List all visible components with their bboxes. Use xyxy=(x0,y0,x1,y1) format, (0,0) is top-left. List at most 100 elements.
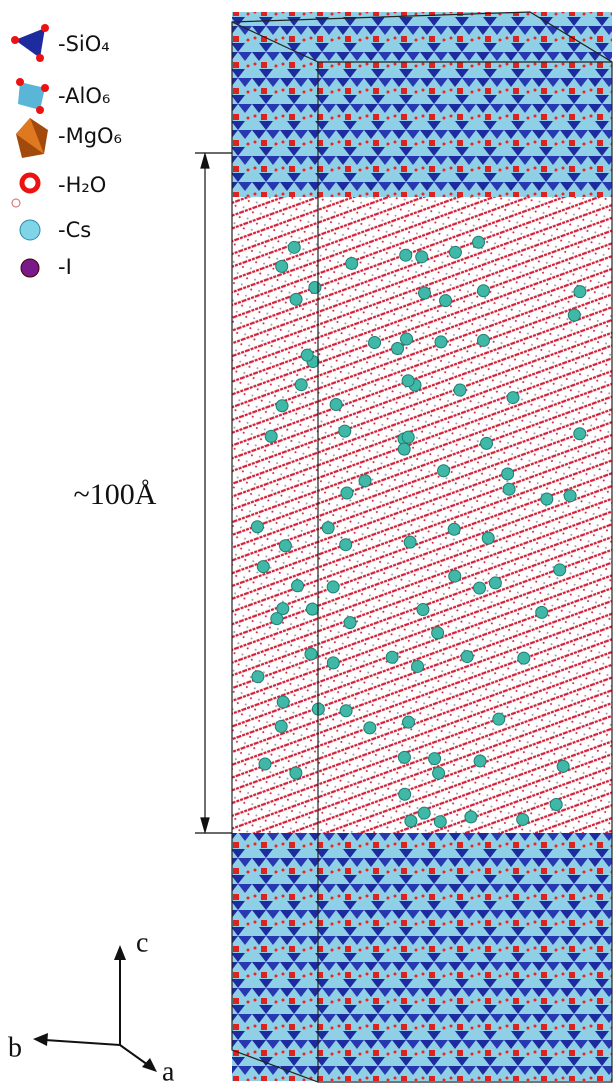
sphere xyxy=(250,520,264,534)
sphere xyxy=(270,612,284,626)
sphere xyxy=(404,814,418,828)
sphere xyxy=(417,806,431,820)
sphere xyxy=(403,535,417,549)
structure xyxy=(231,11,613,1083)
sphere xyxy=(400,332,414,346)
sphere xyxy=(289,292,303,306)
sphere xyxy=(553,563,567,577)
legend-label: -SiO₄ xyxy=(58,32,110,56)
sphere xyxy=(401,430,415,444)
sphere xyxy=(411,659,425,673)
sphere xyxy=(329,398,343,412)
axes-arrows xyxy=(33,945,157,1072)
sphere xyxy=(437,464,451,478)
sphere xyxy=(416,603,430,617)
sphere xyxy=(573,427,587,441)
sphere xyxy=(339,538,353,552)
sphere xyxy=(501,467,515,481)
sphere xyxy=(264,429,278,443)
sphere xyxy=(258,757,272,771)
sphere xyxy=(398,787,412,801)
sphere xyxy=(549,797,563,811)
legend-label: -I xyxy=(58,255,72,279)
dimension-label: ~100Å xyxy=(74,478,157,511)
sphere xyxy=(418,286,432,300)
legend-label: -AlO₆ xyxy=(58,84,110,108)
sphere xyxy=(502,482,516,496)
legend-label: -MgO₆ xyxy=(58,124,122,148)
sphere xyxy=(363,721,377,735)
axis-label: b xyxy=(8,1032,22,1063)
axis-label: c xyxy=(136,927,148,958)
sphere xyxy=(326,656,340,670)
sphere xyxy=(391,342,405,356)
sphere xyxy=(275,259,289,273)
sphere xyxy=(431,626,445,640)
sphere xyxy=(453,383,467,397)
sphere xyxy=(492,712,506,726)
sphere xyxy=(464,810,478,824)
sphere xyxy=(399,248,413,262)
sphere xyxy=(340,486,354,500)
sphere xyxy=(516,812,530,826)
sphere xyxy=(573,285,587,299)
sphere xyxy=(481,531,495,545)
sphere xyxy=(460,650,474,664)
sphere xyxy=(338,424,352,438)
sphere xyxy=(326,580,340,594)
sphere xyxy=(472,235,486,249)
sphere xyxy=(368,336,382,350)
sphere xyxy=(473,581,487,595)
sphere xyxy=(343,616,357,630)
axis-label: a xyxy=(162,1056,175,1086)
sphere xyxy=(428,752,442,766)
sphere xyxy=(480,436,494,450)
sphere xyxy=(488,576,502,590)
sphere xyxy=(305,602,319,616)
sphere xyxy=(289,766,303,780)
sphere xyxy=(275,399,289,413)
sphere xyxy=(415,250,429,264)
sphere xyxy=(300,348,314,362)
sphere xyxy=(448,569,462,583)
sphere xyxy=(276,695,290,709)
sphere xyxy=(506,391,520,405)
sphere xyxy=(278,539,292,553)
sphere xyxy=(439,294,453,308)
legend-icons xyxy=(11,24,49,278)
sphere xyxy=(345,256,359,270)
sphere xyxy=(447,522,461,536)
dimension xyxy=(195,151,232,835)
sphere xyxy=(401,374,415,388)
sphere xyxy=(251,670,265,684)
sphere xyxy=(567,308,581,322)
sphere xyxy=(448,245,462,259)
sphere xyxy=(308,281,322,295)
sphere xyxy=(434,335,448,349)
sphere xyxy=(294,378,308,392)
sphere xyxy=(321,521,335,535)
sphere xyxy=(540,492,554,506)
sphere xyxy=(433,815,447,829)
sphere xyxy=(401,715,415,729)
legend-label: -H₂O xyxy=(58,173,106,197)
sphere xyxy=(274,719,288,733)
sphere xyxy=(291,579,305,593)
sphere xyxy=(473,754,487,768)
sphere xyxy=(535,605,549,619)
sphere xyxy=(517,651,531,665)
sphere xyxy=(385,650,399,664)
sphere xyxy=(476,333,490,347)
legend-label: -Cs xyxy=(58,218,91,242)
sphere xyxy=(432,766,446,780)
sphere xyxy=(339,704,353,718)
sphere xyxy=(563,489,577,503)
sphere xyxy=(276,602,290,616)
sphere xyxy=(476,284,490,298)
sphere xyxy=(304,647,318,661)
sphere xyxy=(556,759,570,773)
sphere xyxy=(287,240,301,254)
sphere xyxy=(256,560,270,574)
sphere xyxy=(358,474,372,488)
